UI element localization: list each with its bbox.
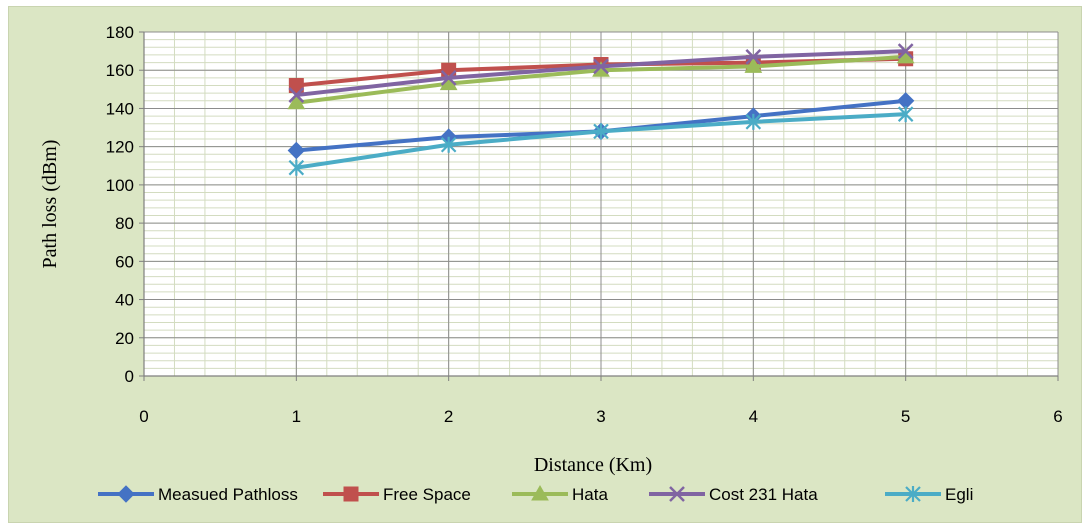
legend-marker <box>531 484 549 501</box>
x-tick-label: 2 <box>444 407 453 426</box>
data-point-egli <box>593 123 609 140</box>
legend-label: Measued Pathloss <box>158 485 298 504</box>
legend-item-egli: Egli <box>885 485 973 504</box>
data-point-cost-231-hata <box>593 58 609 75</box>
legend-item-hata: Hata <box>512 484 608 504</box>
series-cost-231-hata <box>288 43 914 103</box>
y-tick-label: 40 <box>115 291 134 310</box>
x-tick-label: 1 <box>292 407 301 426</box>
legend-item-measued-pathloss: Measued Pathloss <box>98 485 298 504</box>
y-tick-label: 60 <box>115 252 134 271</box>
legend-label: Egli <box>945 485 973 504</box>
y-tick-label: 180 <box>106 23 134 42</box>
data-point-egli <box>288 159 305 176</box>
y-tick-label: 100 <box>106 176 134 195</box>
data-point-cost-231-hata <box>897 43 914 59</box>
series-hata <box>287 47 915 110</box>
series-egli <box>288 106 914 176</box>
y-tick-label: 140 <box>106 99 134 118</box>
legend-label: Cost 231 Hata <box>709 485 818 504</box>
x-tick-label: 3 <box>596 407 605 426</box>
y-tick-label: 20 <box>115 329 134 348</box>
legend-marker <box>343 486 359 502</box>
legend-marker <box>669 486 685 502</box>
legend-item-free-space: Free Space <box>323 485 471 504</box>
data-point-egli <box>745 113 762 130</box>
y-tick-label: 120 <box>106 138 134 157</box>
legend-marker <box>117 485 135 503</box>
data-point-hata <box>287 93 306 110</box>
x-tick-label: 5 <box>901 407 910 426</box>
grid <box>143 31 1059 377</box>
y-tick-label: 80 <box>115 214 134 233</box>
data-point-hata <box>744 57 763 73</box>
legend: Measued Pathloss Free Space Hata Cost 231 H… <box>98 484 973 504</box>
x-tick-label: 6 <box>1053 407 1062 426</box>
series-group <box>287 43 915 176</box>
axes: 0 20 40 60 80 100 120 140 160 180 0 1 2 3 4 5 6 <box>106 23 1063 426</box>
data-point-measued-pathloss <box>287 141 306 160</box>
data-point-free-space <box>288 78 304 94</box>
data-point-cost-231-hata <box>288 87 305 103</box>
x-tick-label: 4 <box>749 407 758 426</box>
y-tick-label: 160 <box>106 61 134 80</box>
legend-item-cost-231-hata: Cost 231 Hata <box>649 485 818 504</box>
legend-label: Free Space <box>383 485 471 504</box>
x-axis-title: Distance (Km) <box>534 454 652 476</box>
data-point-cost-231-hata <box>745 48 762 65</box>
x-tick-label: 0 <box>139 407 148 426</box>
data-point-egli <box>897 106 914 123</box>
data-point-egli <box>440 136 457 153</box>
y-tick-label: 0 <box>125 367 134 386</box>
data-point-cost-231-hata <box>440 69 457 86</box>
legend-label: Hata <box>572 485 608 504</box>
legend-marker <box>905 486 921 502</box>
y-axis-title: Path loss (dBm) <box>39 140 61 269</box>
